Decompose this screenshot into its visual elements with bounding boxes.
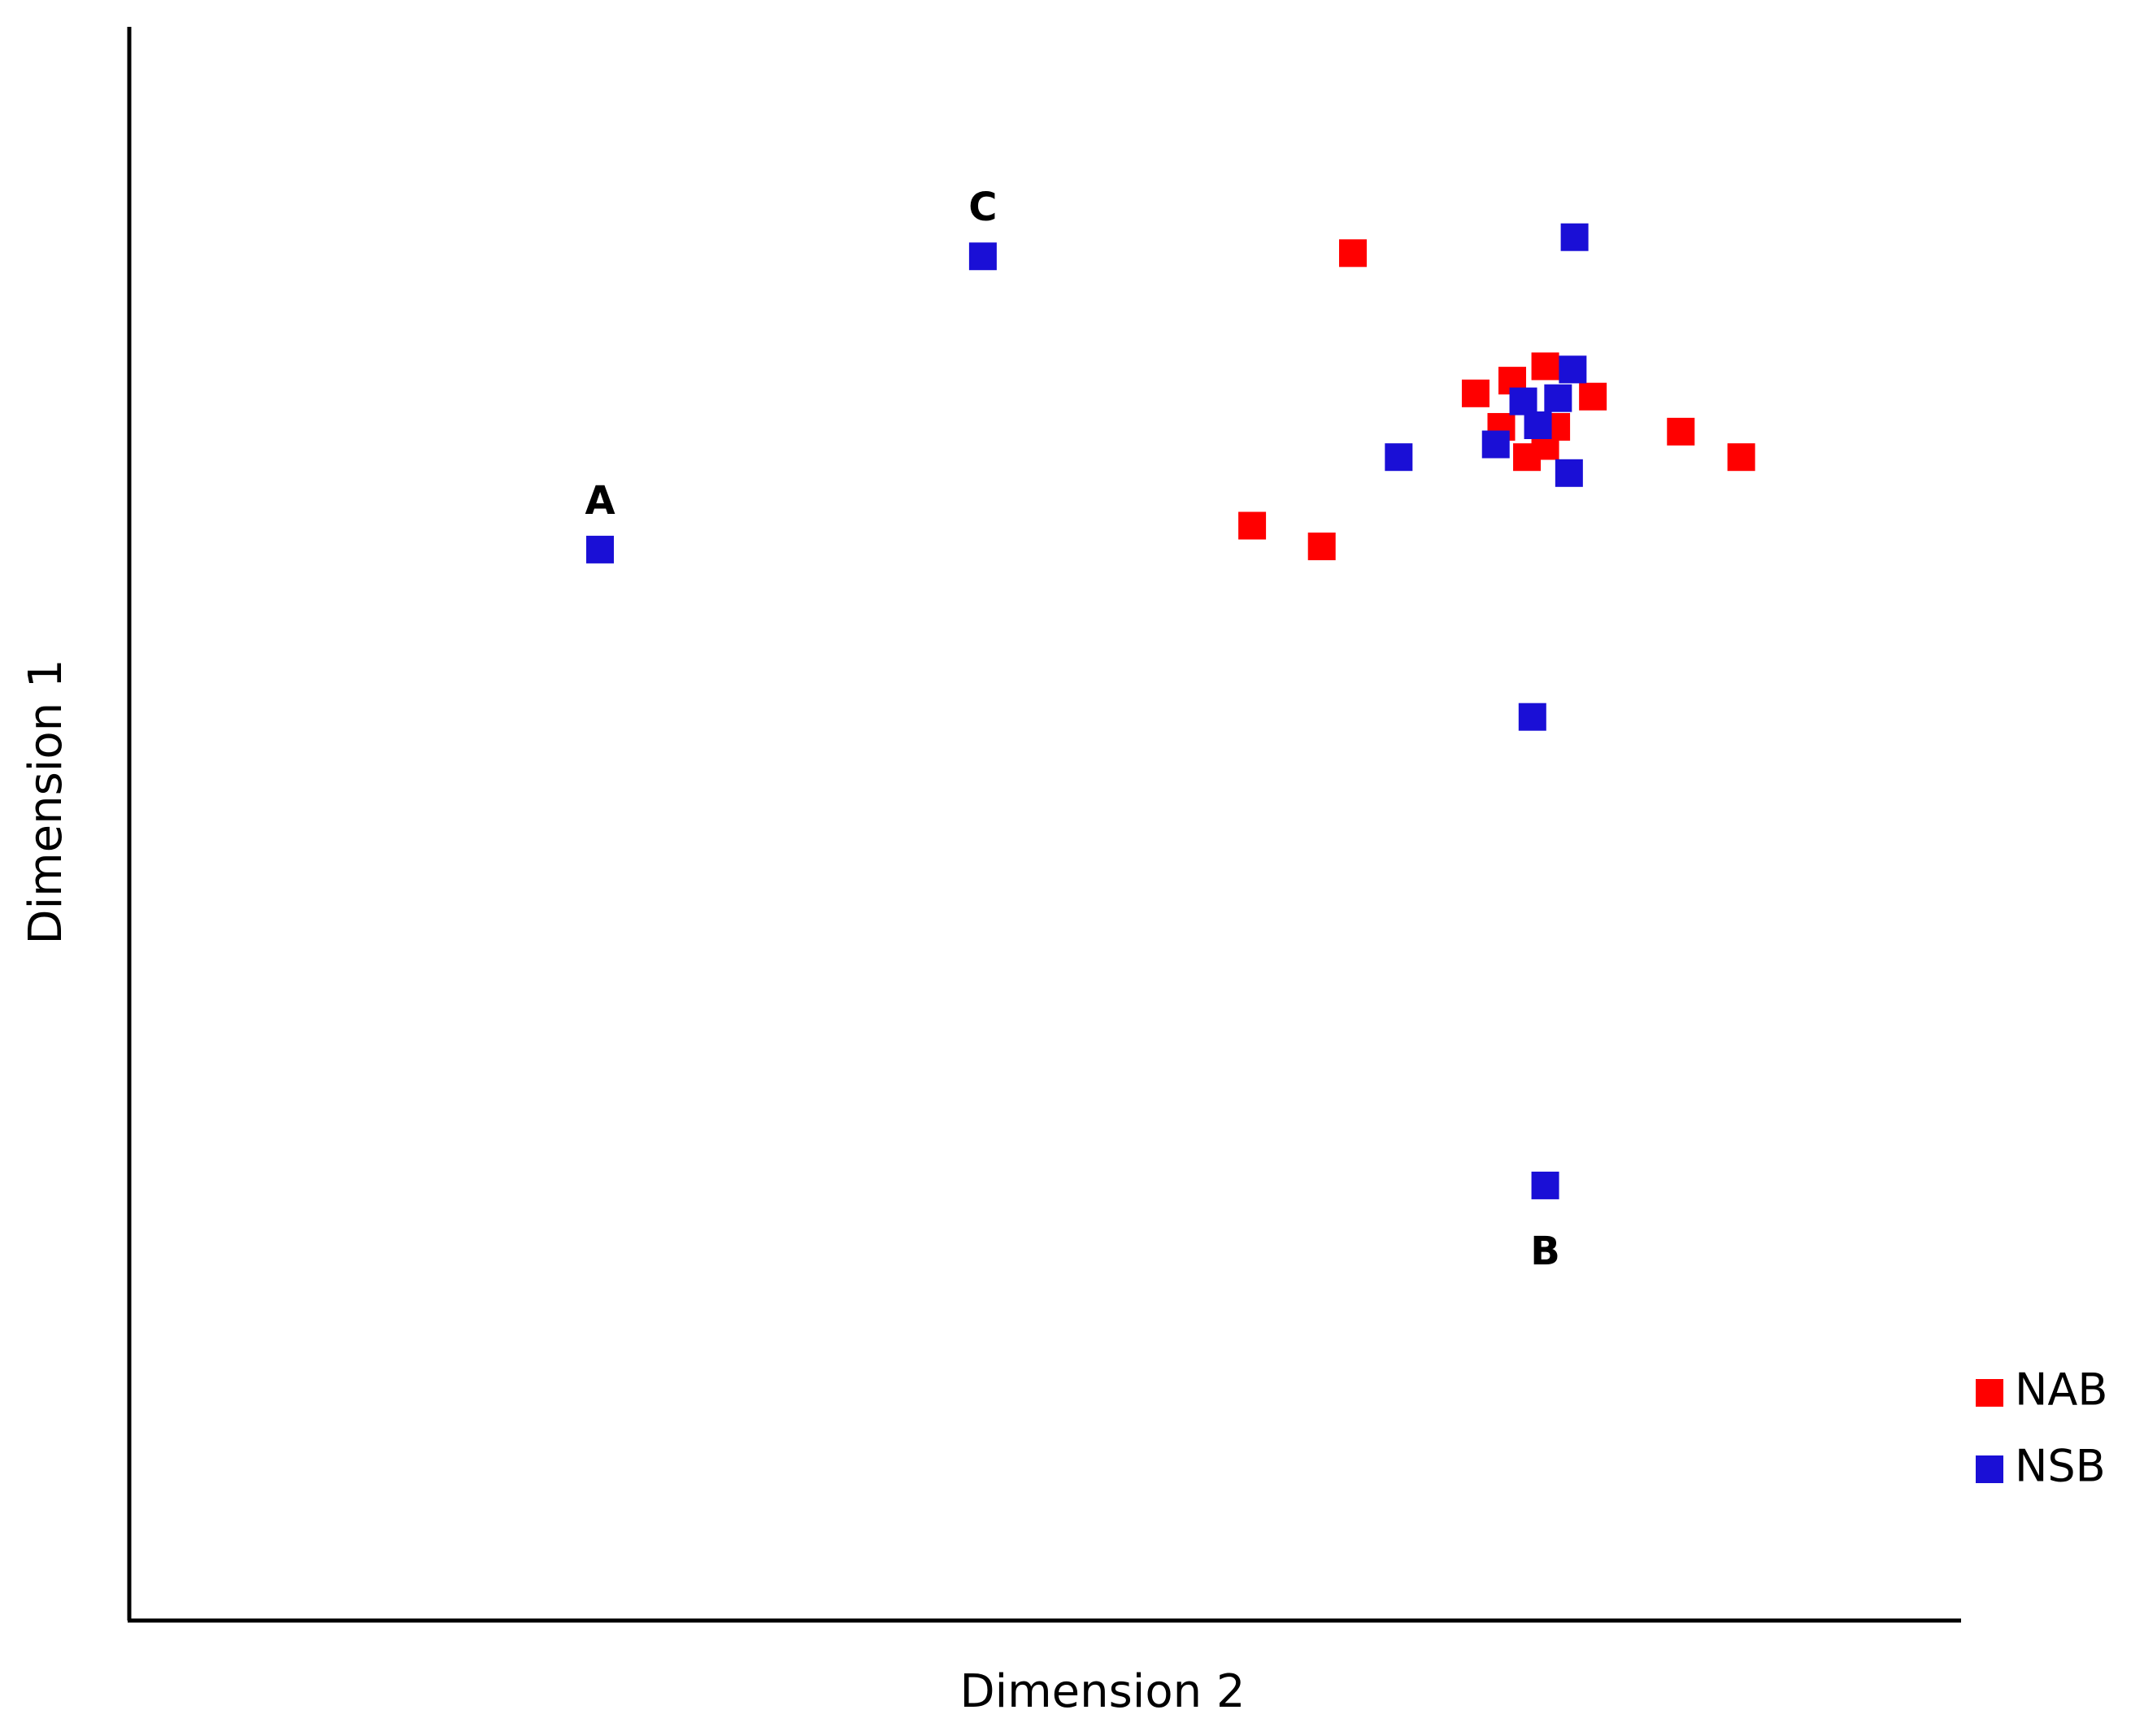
marker: [1524, 411, 1552, 439]
marker: [1385, 443, 1413, 472]
marker: [1544, 384, 1572, 412]
legend-label: NAB: [2015, 1364, 2107, 1416]
marker: [1559, 355, 1587, 384]
marker: [1238, 511, 1267, 540]
point-label: A: [585, 478, 615, 524]
marker: [1727, 443, 1755, 472]
point-label: C: [968, 185, 997, 230]
legend-label: NSB: [2015, 1441, 2106, 1492]
marker: [1560, 223, 1589, 251]
marker: [1667, 417, 1695, 446]
marker: [1579, 382, 1607, 411]
marker: [1555, 459, 1583, 487]
point-label: B: [1530, 1229, 1560, 1274]
marker: [1509, 387, 1537, 416]
y-axis-label: Dimension 1: [20, 659, 72, 944]
marker: [1531, 352, 1559, 381]
marker: [1339, 239, 1368, 268]
x-axis-label: Dimension 2: [959, 1665, 1245, 1718]
marker: [1481, 430, 1510, 459]
marker: [1461, 379, 1490, 407]
marker: [586, 535, 615, 563]
legend-swatch: [1976, 1379, 2003, 1407]
marker: [1513, 443, 1542, 472]
marker: [1518, 703, 1546, 731]
marker: [1307, 532, 1336, 560]
legend-swatch: [1976, 1455, 2003, 1483]
marker: [968, 242, 997, 271]
marker: [1531, 1171, 1559, 1199]
